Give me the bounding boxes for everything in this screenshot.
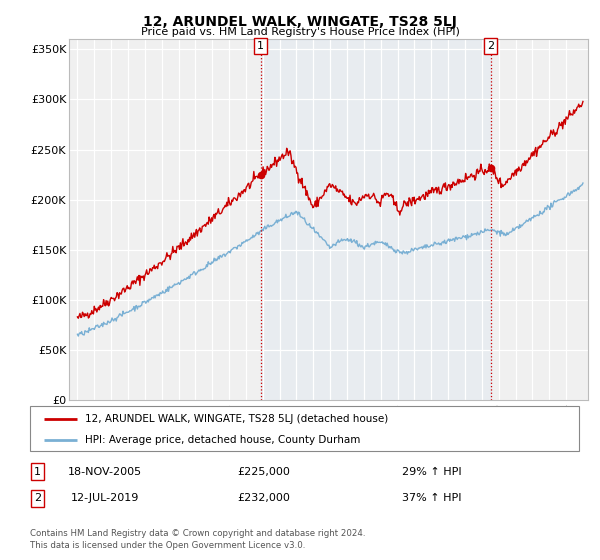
Text: 12, ARUNDEL WALK, WINGATE, TS28 5LJ (detached house): 12, ARUNDEL WALK, WINGATE, TS28 5LJ (det… xyxy=(85,413,388,423)
Text: 18-NOV-2005: 18-NOV-2005 xyxy=(68,466,142,477)
Text: £232,000: £232,000 xyxy=(238,493,290,503)
Text: 2: 2 xyxy=(34,493,41,503)
Text: 12, ARUNDEL WALK, WINGATE, TS28 5LJ: 12, ARUNDEL WALK, WINGATE, TS28 5LJ xyxy=(143,15,457,29)
Text: 1: 1 xyxy=(34,466,41,477)
Text: 12-JUL-2019: 12-JUL-2019 xyxy=(71,493,139,503)
Text: 29% ↑ HPI: 29% ↑ HPI xyxy=(402,466,461,477)
Text: HPI: Average price, detached house, County Durham: HPI: Average price, detached house, Coun… xyxy=(85,435,360,445)
Bar xyxy=(261,39,491,400)
Text: 2: 2 xyxy=(487,41,494,51)
Text: 37% ↑ HPI: 37% ↑ HPI xyxy=(402,493,461,503)
Text: Price paid vs. HM Land Registry's House Price Index (HPI): Price paid vs. HM Land Registry's House … xyxy=(140,27,460,37)
Text: Contains HM Land Registry data © Crown copyright and database right 2024.: Contains HM Land Registry data © Crown c… xyxy=(30,529,365,538)
FancyBboxPatch shape xyxy=(30,406,579,451)
Text: £225,000: £225,000 xyxy=(238,466,290,477)
Text: This data is licensed under the Open Government Licence v3.0.: This data is licensed under the Open Gov… xyxy=(30,541,305,550)
Text: 1: 1 xyxy=(257,41,264,51)
